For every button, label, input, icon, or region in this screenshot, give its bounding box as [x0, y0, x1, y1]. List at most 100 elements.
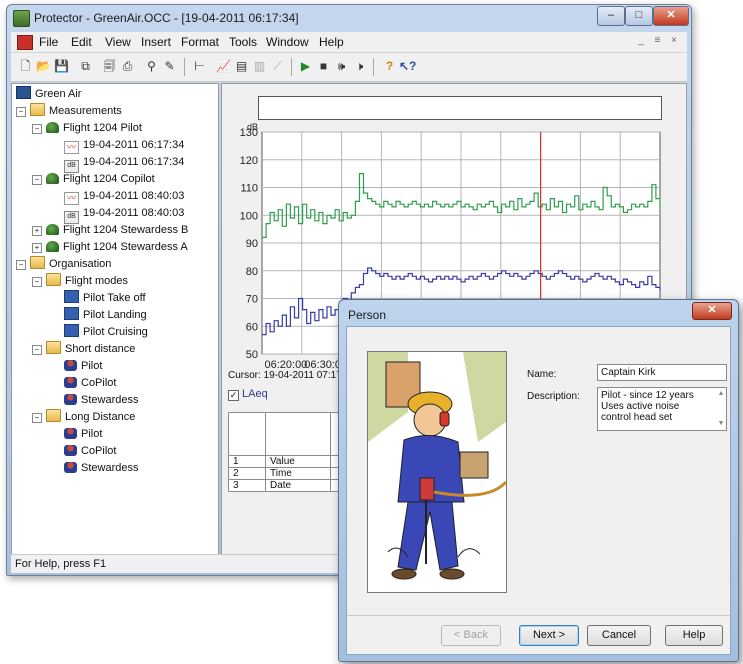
menu-file[interactable]: File — [39, 35, 59, 49]
toolbar-separator — [184, 58, 185, 76]
help-icon[interactable]: ? — [385, 59, 394, 73]
menu-edit[interactable]: Edit — [71, 35, 92, 49]
line-chart-icon[interactable]: ⟋ — [273, 59, 282, 73]
next-button[interactable]: Next > — [519, 625, 579, 646]
tree-item-flight-pilot[interactable]: − Flight 1204 Pilot — [32, 120, 142, 137]
help-button[interactable]: Help — [665, 625, 723, 646]
tree-item-person[interactable]: CoPilot — [64, 375, 116, 392]
tree-item-mode[interactable]: Pilot Cruising — [64, 324, 148, 341]
menu-help[interactable]: Help — [319, 35, 344, 49]
copy-icon[interactable]: ⧉ — [81, 59, 90, 73]
tree-item-person[interactable]: Pilot — [64, 358, 102, 375]
tree-view[interactable]: Green Air − Measurements − Flight 1204 Pil… — [11, 83, 219, 555]
row-number: 1 — [228, 455, 266, 468]
dialog-close-button[interactable]: ✕ — [692, 302, 732, 320]
table-row[interactable]: 2 Time — [228, 467, 350, 480]
y-tick-label: 130 — [240, 127, 258, 139]
save-icon[interactable]: 💾 — [54, 59, 69, 73]
collapse-icon[interactable]: − — [32, 413, 42, 423]
new-file-icon[interactable]: 🗋 — [20, 59, 31, 73]
menu-view[interactable]: View — [105, 35, 131, 49]
collapse-icon[interactable]: − — [32, 124, 42, 134]
tree-item-recording[interactable]: dB 19-04-2011 06:17:34 — [64, 154, 184, 173]
context-help-icon[interactable]: ↖? — [399, 59, 417, 73]
row-label: Value — [265, 455, 331, 468]
tree-item-person[interactable]: Pilot — [64, 426, 102, 443]
close-button[interactable]: ✕ — [653, 6, 689, 26]
tree-item-mode[interactable]: Pilot Landing — [64, 307, 147, 324]
print-icon[interactable]: ⎙ — [122, 59, 133, 73]
collapse-icon[interactable]: − — [32, 345, 42, 355]
tree-item-recording[interactable]: 〰 19-04-2011 06:17:34 — [64, 137, 184, 154]
waveform-icon: 〰 — [64, 141, 79, 154]
y-tick-label: 80 — [246, 266, 258, 278]
speaker-loud-icon[interactable]: 🕪 — [337, 59, 346, 73]
tree-item-flight-modes[interactable]: − Flight modes — [32, 273, 128, 290]
app-icon[interactable] — [13, 10, 30, 27]
menu-insert[interactable]: Insert — [141, 35, 172, 49]
table-row[interactable]: 1 Value — [228, 455, 350, 468]
menu-format[interactable]: Format — [181, 35, 220, 49]
tree-icon[interactable]: ⊢ — [194, 59, 205, 73]
tree-item-recording[interactable]: 〰 19-04-2011 08:40:03 — [64, 188, 184, 205]
tree-item-person[interactable]: Stewardess — [64, 392, 138, 409]
collapse-icon[interactable]: − — [32, 277, 42, 287]
folder-icon — [30, 103, 45, 116]
db-icon: dB — [64, 160, 79, 173]
tree-item-flight-stewardess-a[interactable]: + Flight 1204 Stewardess A — [32, 239, 188, 256]
mdi-controls[interactable]: _ ≡ × — [638, 35, 681, 46]
tree-item-flight-stewardess-b[interactable]: + Flight 1204 Stewardess B — [32, 222, 188, 239]
table-icon[interactable]: ▤ — [235, 59, 248, 73]
cursor-readout: Cursor: 19-04-2011 07:17: — [228, 370, 345, 381]
collapse-icon[interactable]: − — [16, 107, 26, 117]
name-label: Name: — [527, 369, 557, 380]
name-field[interactable] — [597, 364, 727, 381]
tree-item-organisation[interactable]: − Organisation — [16, 256, 111, 273]
play-icon[interactable]: ▶ — [300, 59, 311, 73]
series-line — [262, 173, 661, 238]
tree-item-short-distance[interactable]: − Short distance — [32, 341, 135, 358]
document-icon[interactable] — [17, 35, 33, 50]
x-tick-label: 06:30:00 — [304, 359, 347, 368]
menu-window[interactable]: Window — [266, 35, 309, 49]
speaker-icon[interactable]: 🕨 — [355, 59, 364, 73]
table-row[interactable]: 3 Date — [228, 479, 350, 492]
open-folder-icon[interactable]: 📂 — [36, 59, 51, 73]
tree-item-mode[interactable]: Pilot Take off — [64, 290, 146, 307]
back-button[interactable]: < Back — [441, 625, 501, 646]
collapse-icon[interactable]: − — [16, 260, 26, 270]
person-icon — [64, 377, 77, 388]
expand-icon[interactable]: + — [32, 226, 42, 236]
edit-icon[interactable]: ✎ — [164, 59, 175, 73]
chart-icon[interactable]: 📈 — [216, 59, 231, 73]
flight-icon — [46, 122, 59, 133]
minimize-button[interactable]: – — [597, 6, 625, 26]
print-preview-icon[interactable]: 🗐 — [103, 59, 116, 73]
person-icon — [64, 462, 77, 473]
tree-item-person[interactable]: CoPilot — [64, 443, 116, 460]
maximize-button[interactable]: □ — [625, 6, 653, 26]
title-bar[interactable]: Protector - GreenAir.OCC - [19-04-2011 0… — [7, 5, 691, 31]
tree-item-person[interactable]: Stewardess — [64, 460, 138, 477]
person-icon — [64, 445, 77, 456]
y-tick-label: 120 — [240, 155, 258, 167]
description-label: Description: — [527, 391, 580, 402]
legend-item-laeq[interactable]: ✓ LAeq — [228, 388, 268, 401]
bar-chart-icon[interactable]: ▥ — [253, 59, 266, 73]
collapse-icon[interactable]: − — [32, 175, 42, 185]
tree-item-long-distance[interactable]: − Long Distance — [32, 409, 135, 426]
cancel-button[interactable]: Cancel — [587, 625, 651, 646]
description-field[interactable]: Pilot - since 12 years Uses active noise… — [597, 387, 727, 431]
menu-tools[interactable]: Tools — [229, 35, 258, 49]
binoculars-icon[interactable]: ⚲ — [147, 59, 156, 73]
tree-item-recording[interactable]: dB 19-04-2011 08:40:03 — [64, 205, 184, 224]
legend-checkbox[interactable]: ✓ — [228, 390, 239, 401]
expand-icon[interactable]: + — [32, 243, 42, 253]
stop-icon[interactable]: ■ — [319, 59, 328, 73]
scroll-up-icon[interactable]: ▲ — [717, 390, 725, 397]
tree-item-measurements[interactable]: − Measurements — [16, 103, 122, 120]
mode-icon — [64, 324, 79, 337]
scroll-down-icon[interactable]: ▼ — [717, 420, 725, 427]
tree-item-root[interactable]: Green Air — [16, 86, 81, 103]
tree-item-flight-copilot[interactable]: − Flight 1204 Copilot — [32, 171, 155, 188]
